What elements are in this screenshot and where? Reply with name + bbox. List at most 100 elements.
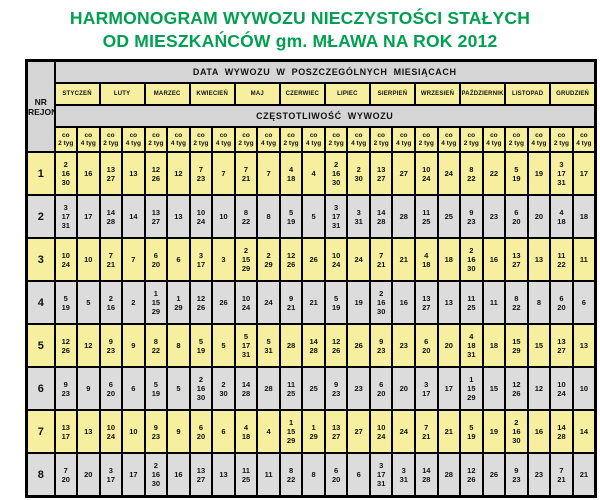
collection-date: 23 <box>399 341 408 350</box>
freq-co-2-tyg-header: co 2 tyg <box>368 126 394 153</box>
collection-dates-cell: 7 20 <box>53 452 79 498</box>
collection-date: 18 <box>422 259 431 269</box>
collection-dates-cell: 23 <box>391 323 416 368</box>
collection-date: 14 <box>579 427 589 436</box>
collection-date: 3 <box>401 465 406 475</box>
collection-dates-cell: 4 18 <box>278 151 304 196</box>
collection-date: 9 <box>514 465 519 475</box>
collection-date: 28 <box>241 388 251 398</box>
freq-label-line: co <box>557 132 566 139</box>
collection-date: 17 <box>196 259 206 269</box>
collection-date: 27 <box>377 173 386 183</box>
collection-dates-cell: 11 25 <box>459 280 484 325</box>
collection-dates-cell: 13 <box>166 194 191 239</box>
freq-co-4-tyg-header: co 4 tyg <box>301 126 326 153</box>
collection-dates-cell: 19 <box>526 151 552 196</box>
collection-date: 31 <box>399 474 408 484</box>
collection-date: 24 <box>422 173 431 183</box>
freq-label-line: 2 tyg <box>193 139 209 147</box>
collection-dates-cell: 24 <box>256 280 281 325</box>
collection-date: 28 <box>444 470 453 479</box>
collection-dates-cell: 14 28 <box>301 323 326 368</box>
collection-dates-cell: 23 <box>481 194 507 239</box>
collection-dates-cell: 18 <box>436 237 462 282</box>
collection-dates-cell: 10 24 <box>368 409 394 454</box>
collection-dates-cell: 4 18 <box>549 194 574 239</box>
collection-date: 20 <box>534 212 544 221</box>
collection-dates-cell: 13 <box>436 280 462 325</box>
collection-date: 25 <box>286 388 296 398</box>
collection-date: 29 <box>174 302 183 312</box>
collection-date: 13 <box>377 164 386 174</box>
collection-dates-cell: 2 30 <box>346 151 371 196</box>
collection-date: 4 <box>243 422 249 432</box>
collection-date: 13 <box>444 298 453 307</box>
collection-date: 11 <box>489 298 498 307</box>
collection-date: 12 <box>196 293 206 303</box>
collection-date: 21 <box>579 470 589 479</box>
collection-date: 17 <box>579 169 589 178</box>
collection-dates-cell: 25 <box>301 366 326 411</box>
collection-dates-cell: 12 26 <box>278 237 304 282</box>
freq-co-4-tyg-header: co 4 tyg <box>211 126 236 153</box>
collection-date: 12 <box>331 336 341 346</box>
freq-label-line: co <box>287 132 295 139</box>
zone-row: 2 3 17 31 17 14 28 14 13 27 13 10 24 10 8 22 8 5 19 5 3 17 31 3… <box>25 194 597 239</box>
collection-date: 26 <box>512 388 521 398</box>
collection-date: 7 <box>424 422 429 432</box>
freq-label-line: 2 tyg <box>58 139 74 147</box>
freq-label-line: 4 tyg <box>260 139 277 147</box>
collection-dates-cell: 20 <box>391 366 416 411</box>
collection-dates-cell: 3 31 <box>391 452 416 498</box>
month-header: KWIECIEŃ <box>188 82 236 106</box>
collection-date: 20 <box>422 345 431 355</box>
collection-date: 27 <box>331 431 341 441</box>
collection-date: 12 <box>512 379 521 389</box>
collection-dates-cell: 4 <box>256 409 281 454</box>
collection-date: 25 <box>422 216 431 226</box>
collection-dates-cell: 13 27 <box>414 280 439 325</box>
collection-date: 27 <box>151 216 161 226</box>
collection-date: 6 <box>379 379 384 389</box>
freq-label-line: 2 tyg <box>283 139 299 147</box>
collection-date: 17 <box>422 388 431 398</box>
freq-co-2-tyg-header: co 2 tyg <box>414 126 439 153</box>
freq-label-line: co <box>332 132 340 139</box>
collection-date: 15 <box>489 384 499 393</box>
collection-date: 20 <box>512 216 521 226</box>
collection-date: 29 <box>512 345 521 355</box>
collection-date: 18 <box>467 341 476 350</box>
collection-date: 10 <box>61 250 70 260</box>
collection-date: 29 <box>151 307 161 316</box>
collection-dates-cell: 9 23 <box>368 323 394 368</box>
collection-date: 2 <box>131 298 136 307</box>
freq-co-2-tyg-header: co 2 tyg <box>143 126 169 153</box>
collection-date: 3 <box>559 160 564 169</box>
collection-dates-cell: 12 26 <box>53 323 79 368</box>
title-line-2: OD MIESZKAŃCÓW gm. MŁAWA NA ROK 2012 <box>102 31 498 51</box>
collection-dates-cell: 10 <box>76 237 101 282</box>
month-header: PAŹDZIERNIK <box>459 82 507 106</box>
collection-date: 3 <box>63 203 68 212</box>
freq-co-4-tyg-header: co 4 tyg <box>526 126 552 153</box>
collection-date: 2 <box>379 289 384 298</box>
zone-number: 1 <box>25 151 56 196</box>
collection-dates-cell: 25 <box>436 194 462 239</box>
collection-date: 13 <box>129 169 138 178</box>
collection-date: 26 <box>489 470 499 479</box>
collection-dates-cell: 18 <box>571 194 597 239</box>
collection-date: 13 <box>422 293 431 303</box>
collection-dates-cell: 9 23 <box>143 409 169 454</box>
collection-date: 24 <box>264 298 273 307</box>
collection-date: 24 <box>241 302 251 312</box>
collection-dates-cell: 2 30 <box>211 366 236 411</box>
collection-date: 13 <box>151 207 161 217</box>
collection-date: 21 <box>557 474 566 484</box>
collection-dates-cell: 7 21 <box>233 151 259 196</box>
collection-date: 18 <box>557 216 566 226</box>
collection-dates-cell: 26 <box>301 237 326 282</box>
collection-date: 3 <box>356 207 361 217</box>
freq-label-line: co <box>197 132 205 139</box>
collection-date: 11 <box>557 250 566 260</box>
collection-date: 23 <box>534 470 544 479</box>
